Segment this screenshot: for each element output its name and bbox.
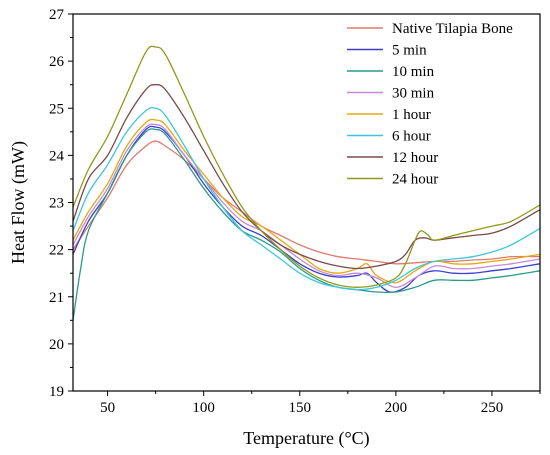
series-line-5 — [73, 106, 540, 291]
y-tick-label: 24 — [49, 148, 65, 164]
series-line-6 — [73, 84, 540, 270]
plot-frame — [72, 13, 541, 392]
series-line-3 — [73, 123, 540, 288]
legend: Native Tilapia Bone 5 min 10 min 30 min 1 ho… — [347, 21, 513, 188]
x-tick-label: 50 — [100, 400, 115, 416]
y-tick-label: 23 — [49, 196, 64, 212]
y-tick-label: 26 — [49, 54, 65, 70]
series-line-1 — [73, 125, 540, 293]
legend-label: 24 hour — [392, 172, 438, 188]
y-tick-label: 27 — [49, 7, 65, 23]
series-line-0 — [73, 140, 540, 265]
legend-label: 1 hour — [392, 107, 431, 123]
x-axis-title: Temperature (°C) — [243, 428, 369, 449]
series-line-2 — [73, 128, 540, 321]
y-tick-label: 19 — [49, 384, 64, 400]
legend-label: 5 min — [392, 43, 427, 59]
legend-label: 10 min — [392, 64, 435, 80]
legend-label: 12 hour — [392, 150, 438, 166]
y-tick-label: 22 — [49, 243, 64, 259]
y-axis: 19 20 21 22 23 24 25 26 27 — [49, 7, 73, 400]
legend-label: Native Tilapia Bone — [392, 21, 513, 37]
x-tick-label: 100 — [192, 400, 215, 416]
x-tick-label: 200 — [385, 400, 408, 416]
legend-label: 30 min — [392, 86, 435, 102]
y-tick-label: 20 — [49, 337, 64, 353]
x-axis: 50 100 150 200 250 — [100, 391, 541, 416]
series-line-7 — [73, 45, 540, 288]
series-lines — [73, 45, 540, 321]
x-tick-label: 250 — [481, 400, 504, 416]
legend-label: 6 hour — [392, 129, 431, 145]
y-tick-label: 21 — [49, 290, 64, 306]
y-axis-title: Heat Flow (mW) — [8, 141, 29, 264]
series-line-4 — [73, 118, 540, 284]
x-tick-label: 150 — [289, 400, 312, 416]
y-tick-label: 25 — [49, 101, 64, 117]
